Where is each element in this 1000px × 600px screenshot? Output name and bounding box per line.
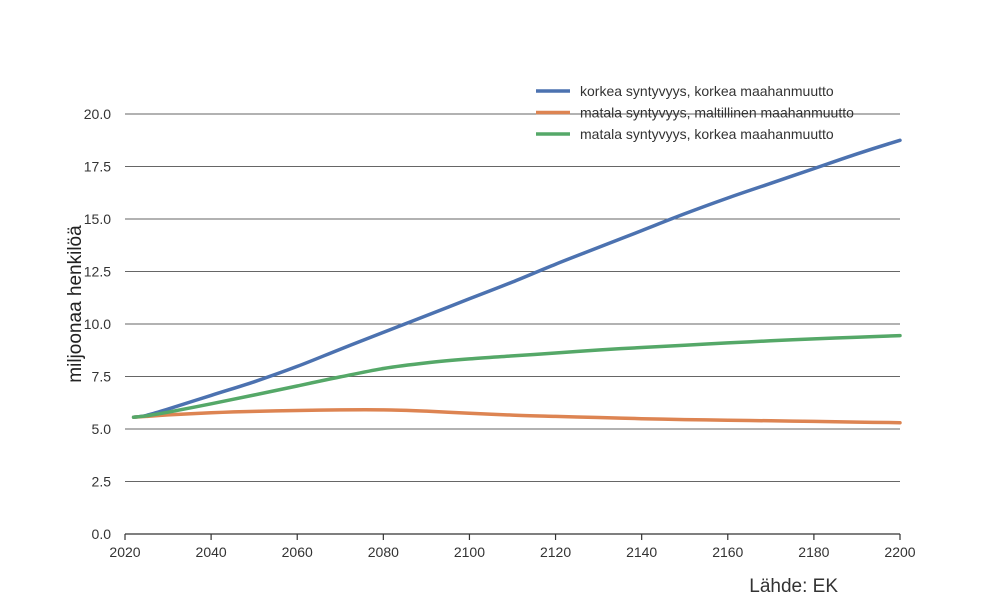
x-tick-label: 2140	[626, 544, 657, 560]
series-line-2	[131, 408, 902, 425]
legend-item: korkea syntyvyys, korkea maahanmuutto	[536, 83, 834, 99]
y-tick-label: 20.0	[84, 106, 111, 122]
legend-item: matala syntyvyys, korkea maahanmuutto	[536, 126, 834, 142]
series-lines	[131, 138, 902, 425]
x-tick-label: 2040	[196, 544, 227, 560]
x-tick-label: 2060	[282, 544, 313, 560]
legend-item: matala syntyvyys, maltillinen maahanmuut…	[536, 105, 854, 121]
y-tick-label: 15.0	[84, 211, 111, 227]
y-tick-label: 5.0	[92, 421, 112, 437]
y-tick-label: 12.5	[84, 264, 111, 280]
y-axis: 0.0 2.5 5.0 7.5 10.0 12.5 15.0 17.5 20.0	[84, 106, 111, 542]
x-tick-label: 2120	[540, 544, 571, 560]
y-tick-label: 2.5	[92, 474, 112, 490]
x-axis: 2020 2040 2060 2080 2100 2120 2140 2160 2180 2200	[109, 533, 916, 560]
x-tick-label: 2080	[368, 544, 399, 560]
series-line-1	[131, 138, 902, 419]
y-axis-label: miljoonaa henkilöä	[65, 225, 86, 383]
x-tick-label: 2200	[884, 544, 915, 560]
gridlines	[125, 113, 900, 535]
y-tick-label: 17.5	[84, 159, 111, 175]
source-note: Lähde: EK	[749, 576, 838, 597]
legend-label: matala syntyvyys, korkea maahanmuutto	[580, 126, 834, 142]
x-tick-label: 2180	[798, 544, 829, 560]
legend-label: matala syntyvyys, maltillinen maahanmuut…	[580, 105, 854, 121]
x-tick-label: 2020	[109, 544, 140, 560]
y-tick-label: 10.0	[84, 316, 111, 332]
legend-label: korkea syntyvyys, korkea maahanmuutto	[580, 83, 834, 99]
x-tick-label: 2100	[454, 544, 485, 560]
x-tick-label: 2160	[712, 544, 743, 560]
series-line-3	[131, 333, 902, 419]
y-tick-label: 7.5	[92, 369, 112, 385]
legend: korkea syntyvyys, korkea maahanmuutto mat…	[536, 83, 854, 142]
y-tick-label: 0.0	[92, 526, 112, 542]
